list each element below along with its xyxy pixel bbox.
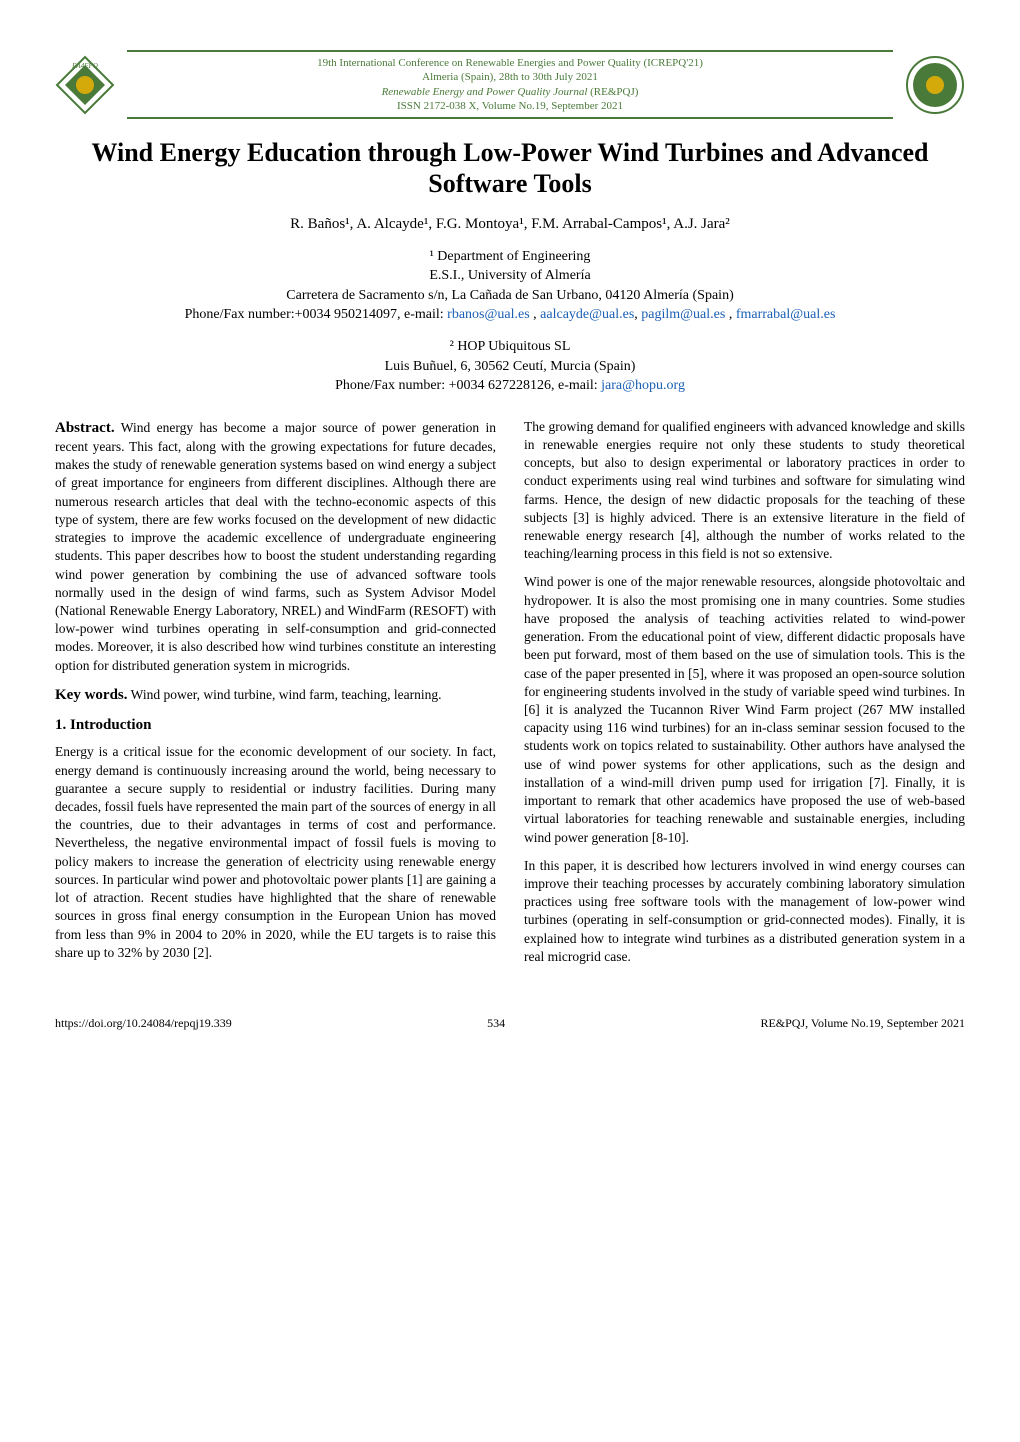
conf-line1: 19th International Conference on Renewab… (127, 56, 893, 70)
page-title: Wind Energy Education through Low-Power … (55, 137, 965, 199)
svg-text:EA4EPQ: EA4EPQ (71, 62, 98, 70)
email-link[interactable]: fmarrabal@ual.es (736, 307, 836, 322)
abstract-label: Abstract. (55, 420, 115, 436)
left-column: Abstract. Wind energy has become a major… (55, 418, 496, 976)
affil2-contact: Phone/Fax number: +0034 627228126, e-mai… (55, 376, 965, 396)
email-link[interactable]: jara@hopu.org (601, 378, 685, 393)
col2-paragraph-1: The growing demand for qualified enginee… (524, 418, 965, 564)
col2-paragraph-2: Wind power is one of the major renewable… (524, 573, 965, 846)
authors-line: R. Baños¹, A. Alcayde¹, F.G. Montoya¹, F… (55, 216, 965, 233)
journal-ref: RE&PQJ, Volume No.19, September 2021 (760, 1016, 965, 1031)
keywords-block: Key words. Wind power, wind turbine, win… (55, 685, 496, 705)
page-footer: https://doi.org/10.24084/repqj19.339 534… (55, 1016, 965, 1031)
email-link[interactable]: pagilm@ual.es (641, 307, 725, 322)
affil2-company: ² HOP Ubiquitous SL (55, 337, 965, 357)
repqj-logo-icon (905, 55, 965, 115)
ea4epq-logo-icon: EA4EPQ (55, 55, 115, 115)
email-link[interactable]: aalcayde@ual.es (540, 307, 634, 322)
doi-link[interactable]: https://doi.org/10.24084/repqj19.339 (55, 1016, 232, 1031)
header-strip: EA4EPQ 19th International Conference on … (55, 50, 965, 119)
affil1-contact: Phone/Fax number:+0034 950214097, e-mail… (55, 305, 965, 325)
affil1-dept: ¹ Department of Engineering (55, 247, 965, 267)
conference-info: 19th International Conference on Renewab… (127, 50, 893, 119)
intro-paragraph-1: Energy is a critical issue for the econo… (55, 743, 496, 962)
abstract-block: Abstract. Wind energy has become a major… (55, 418, 496, 675)
right-column: The growing demand for qualified enginee… (524, 418, 965, 976)
affiliation-1: ¹ Department of Engineering E.S.I., Univ… (55, 247, 965, 325)
conf-line2: Almeria (Spain), 28th to 30th July 2021 (127, 70, 893, 84)
section-1-title: 1. Introduction (55, 715, 496, 735)
keywords-label: Key words. (55, 687, 128, 703)
issn-line: ISSN 2172-038 X, Volume No.19, September… (127, 99, 893, 113)
affiliation-2: ² HOP Ubiquitous SL Luis Buñuel, 6, 3056… (55, 337, 965, 396)
col2-paragraph-3: In this paper, it is described how lectu… (524, 857, 965, 966)
affil1-address: Carretera de Sacramento s/n, La Cañada d… (55, 286, 965, 306)
abstract-text: Wind energy has become a major source of… (55, 420, 496, 673)
columns: Abstract. Wind energy has become a major… (55, 418, 965, 976)
page-number: 534 (487, 1016, 505, 1031)
email-link[interactable]: rbanos@ual.es (447, 307, 529, 322)
keywords-text: Wind power, wind turbine, wind farm, tea… (128, 687, 442, 702)
journal-line: Renewable Energy and Power Quality Journ… (127, 85, 893, 99)
affil1-school: E.S.I., University of Almería (55, 266, 965, 286)
affil2-address: Luis Buñuel, 6, 30562 Ceutí, Murcia (Spa… (55, 357, 965, 377)
